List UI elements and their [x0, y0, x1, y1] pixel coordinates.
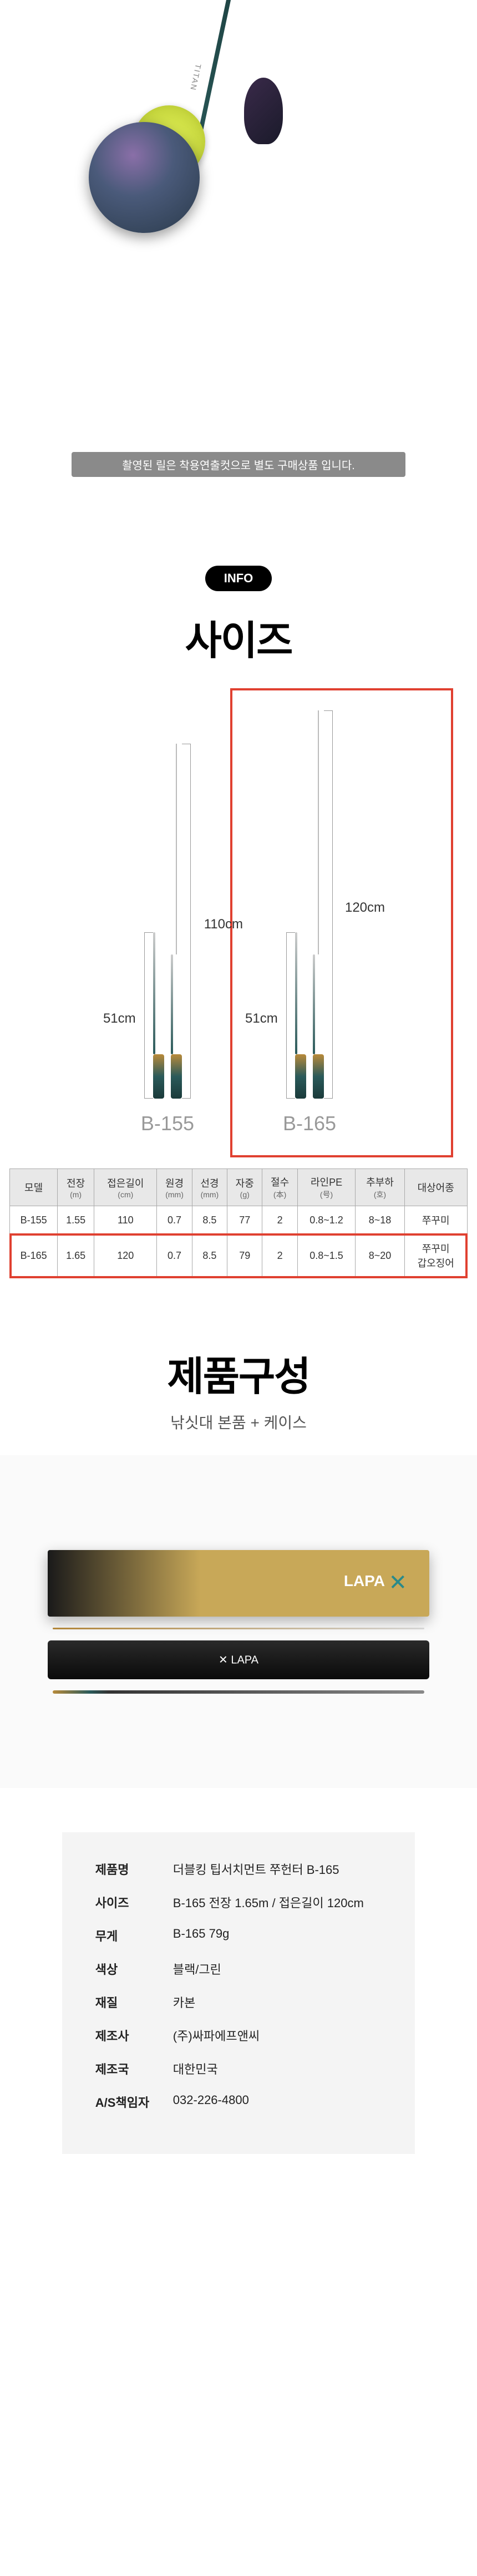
spec-header: 추부하(호): [356, 1169, 404, 1206]
detail-val: 카본: [173, 1993, 382, 2011]
spec-cell: 2: [262, 1234, 297, 1277]
detail-val: B-165 전장 1.65m / 접은길이 120cm: [173, 1893, 382, 1911]
spec-header: 모델: [10, 1169, 58, 1206]
rod-butt-piece: [53, 1690, 425, 1694]
detail-key: 재질: [95, 1993, 173, 2011]
spec-cell: 0.8~1.5: [297, 1234, 356, 1277]
spec-header: 선경(mm): [192, 1169, 227, 1206]
spec-cell: 8.5: [192, 1206, 227, 1234]
detail-row: 제조국대한민국: [95, 2060, 382, 2077]
soft-case: ✕ LAPA: [48, 1640, 429, 1679]
rod-tip-piece: [53, 1628, 425, 1629]
reel-handle: [244, 78, 283, 144]
spec-cell: 1.65: [57, 1234, 94, 1277]
detail-row: 무게B-165 79g: [95, 1927, 382, 1944]
reel-graphic: [67, 55, 266, 255]
detail-row: 사이즈B-165 전장 1.65m / 접은길이 120cm: [95, 1893, 382, 1911]
rod-col-b155: 51cm 110cm B-155: [141, 744, 194, 1135]
spec-cell: B-165: [10, 1234, 58, 1277]
detail-row: 재질카본: [95, 1993, 382, 2011]
spec-cell: 2: [262, 1206, 297, 1234]
b165-label: B-165: [283, 1112, 336, 1135]
composition-subtitle: 낚싯대 본품 + 케이스: [0, 1411, 477, 1433]
spec-cell: 0.8~1.2: [297, 1206, 356, 1234]
hero-caption: 촬영된 릴은 착용연출컷으로 별도 구매상품 입니다.: [72, 452, 405, 477]
detail-val: 더블킹 팁서치먼트 쭈헌터 B-165: [173, 1860, 382, 1878]
soft-case-logo: ✕ LAPA: [219, 1653, 258, 1666]
case-x-icon: ✕: [388, 1570, 407, 1596]
b165-tall-dim: 120cm: [345, 900, 385, 916]
spec-cell: 8~20: [356, 1234, 404, 1277]
detail-val: 대한민국: [173, 2060, 382, 2077]
spec-cell: 120: [94, 1234, 157, 1277]
detail-key: A/S책임자: [95, 2093, 173, 2111]
detail-row: 제품명더블킹 팁서치먼트 쭈헌터 B-165: [95, 1860, 382, 1878]
details-table: 제품명더블킹 팁서치먼트 쭈헌터 B-165사이즈B-165 전장 1.65m …: [62, 1832, 415, 2154]
detail-val: (주)싸파에프앤씨: [173, 2026, 382, 2044]
spec-cell: 1.55: [57, 1206, 94, 1234]
detail-key: 무게: [95, 1927, 173, 1944]
size-diagram: 51cm 110cm B-155 51cm: [24, 688, 453, 1157]
spec-cell: 0.7: [157, 1234, 192, 1277]
spec-cell: 77: [227, 1206, 262, 1234]
spec-cell: 79: [227, 1234, 262, 1277]
hard-case: LAPA ✕: [48, 1550, 429, 1617]
spec-row: B-1651.651200.78.57920.8~1.58~20쭈꾸미 갑오징어: [10, 1234, 468, 1277]
detail-row: A/S책임자032-226-4800: [95, 2093, 382, 2111]
size-title: 사이즈: [0, 608, 477, 666]
spec-cell: 8~18: [356, 1206, 404, 1234]
composition-title: 제품구성: [0, 1344, 477, 1402]
spec-header: 전장(m): [57, 1169, 94, 1206]
case-brand-text: LAPA: [344, 1572, 385, 1590]
spec-cell: 8.5: [192, 1234, 227, 1277]
detail-key: 사이즈: [95, 1893, 173, 1911]
b165-short-dim: 51cm: [245, 1011, 278, 1027]
spec-header: 접은길이(cm): [94, 1169, 157, 1206]
spec-cell: B-155: [10, 1206, 58, 1234]
rod-col-b165: 51cm 120cm B-165: [283, 710, 336, 1135]
detail-val: B-165 79g: [173, 1927, 382, 1944]
hero-section: TITAN 촬영된 릴은 착용연출컷으로 별도 구매상품 입니다.: [0, 0, 477, 499]
detail-key: 색상: [95, 1960, 173, 1978]
detail-row: 제조사(주)싸파에프앤씨: [95, 2026, 382, 2044]
spec-table: 모델전장(m)접은길이(cm)원경(mm)선경(mm)자중(g)절수(本)라인P…: [9, 1168, 468, 1277]
spec-header: 절수(本): [262, 1169, 297, 1206]
spec-header: 원경(mm): [157, 1169, 192, 1206]
spec-row: B-1551.551100.78.57720.8~1.28~18쭈꾸미: [10, 1206, 468, 1234]
spec-cell: 0.7: [157, 1206, 192, 1234]
spec-cell: 쭈꾸미 갑오징어: [404, 1234, 467, 1277]
detail-key: 제품명: [95, 1860, 173, 1878]
spec-header: 라인PE(号): [297, 1169, 356, 1206]
detail-key: 제조국: [95, 2060, 173, 2077]
spec-cell: 쭈꾸미: [404, 1206, 467, 1234]
b155-short-dim: 51cm: [103, 1011, 136, 1027]
spec-header: 자중(g): [227, 1169, 262, 1206]
detail-key: 제조사: [95, 2026, 173, 2044]
reel-body: [89, 122, 200, 233]
spec-header: 대상어종: [404, 1169, 467, 1206]
b155-tall-dim: 110cm: [204, 917, 243, 932]
detail-val: 블랙/그린: [173, 1960, 382, 1978]
info-badge: INFO: [205, 566, 272, 591]
b155-label: B-155: [141, 1112, 194, 1135]
detail-val: 032-226-4800: [173, 2093, 382, 2111]
detail-row: 색상블랙/그린: [95, 1960, 382, 1978]
spec-cell: 110: [94, 1206, 157, 1234]
product-photo: LAPA ✕ ✕ LAPA: [0, 1455, 477, 1788]
